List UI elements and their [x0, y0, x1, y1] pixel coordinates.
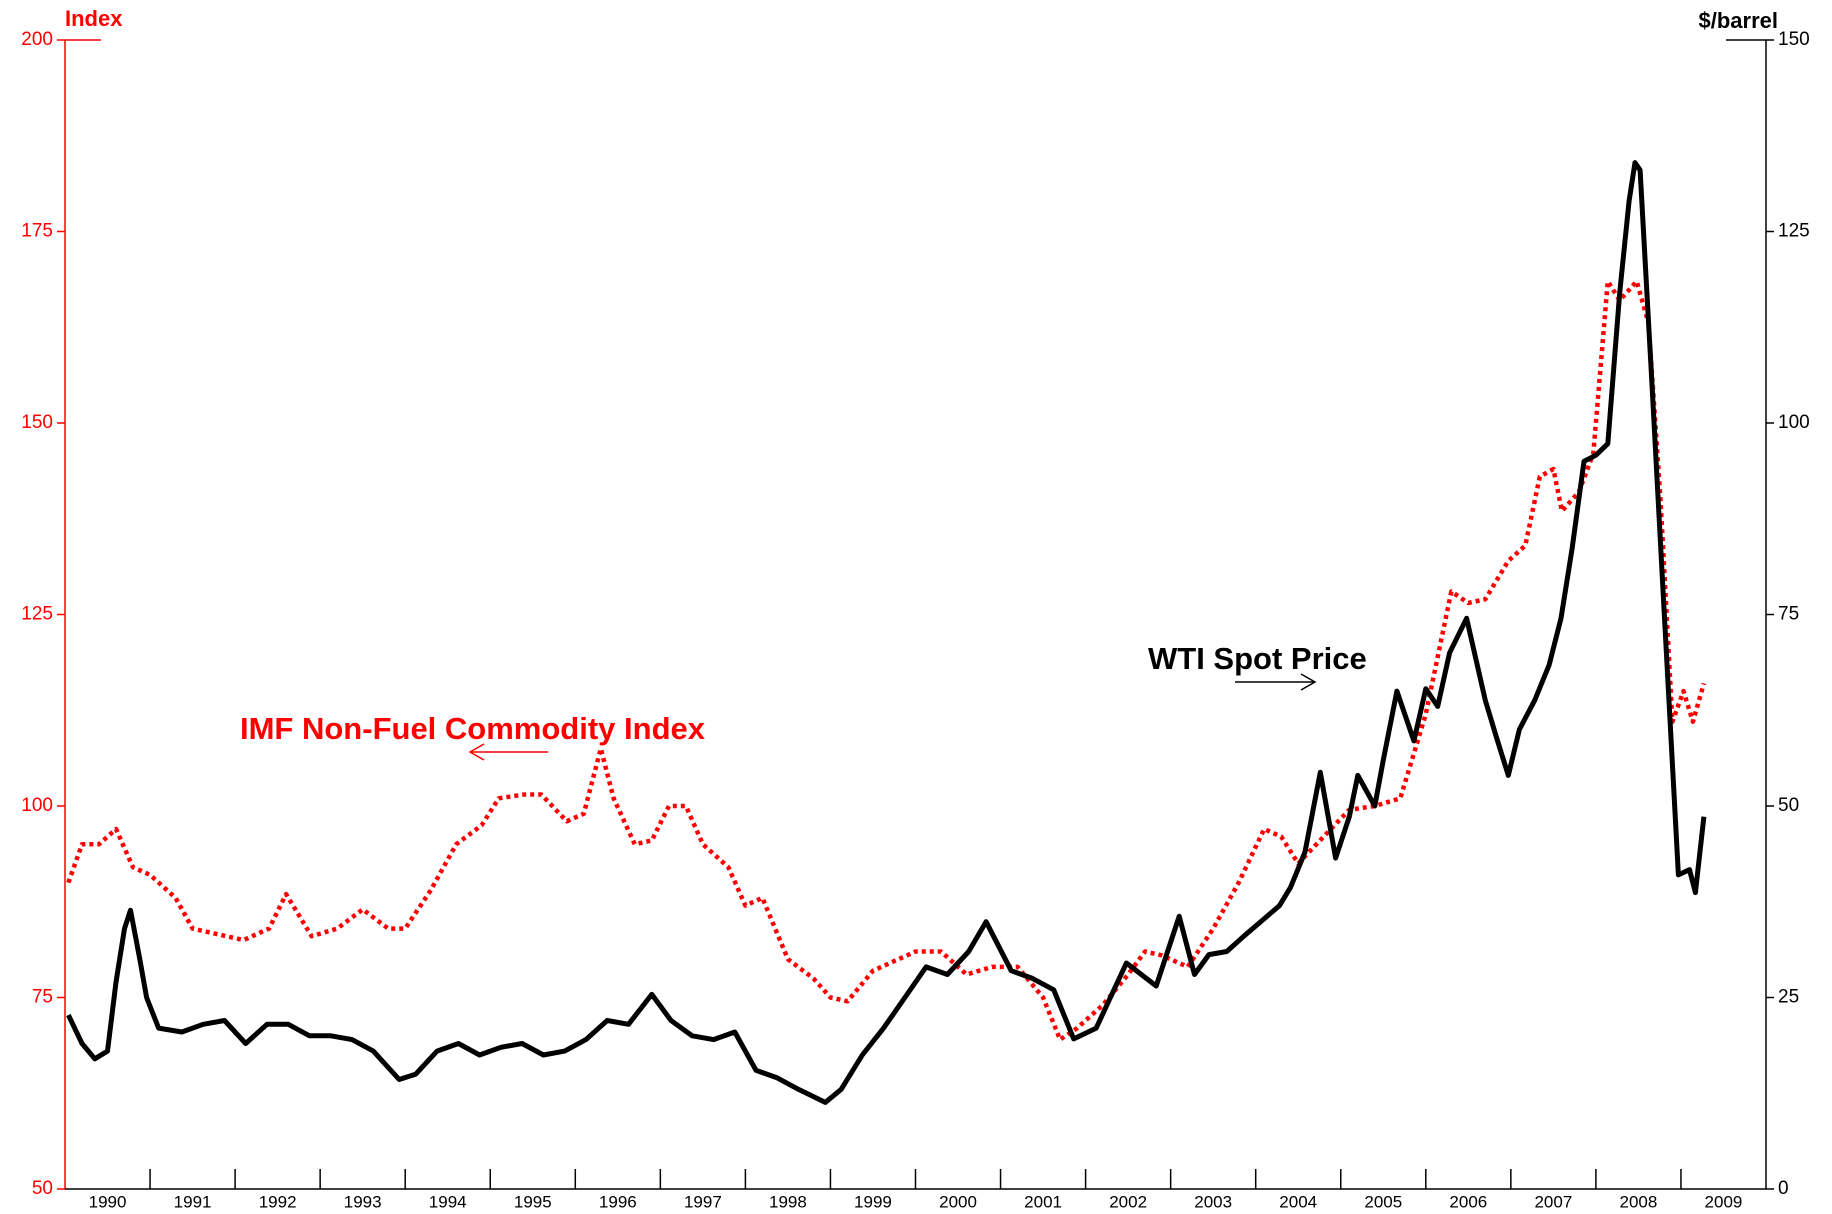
x-tick-label: 2005	[1364, 1192, 1402, 1211]
x-tick-label: 1993	[344, 1192, 382, 1211]
y2-tick-label: 50	[1778, 795, 1799, 816]
y2-tick-label: 150	[1778, 29, 1810, 50]
x-tick-label: 1995	[514, 1192, 552, 1211]
y-axis-title: Index	[65, 6, 123, 31]
x-tick-label: 1996	[599, 1192, 637, 1211]
y-tick-label: 75	[32, 987, 53, 1008]
series-line	[66, 279, 1707, 1042]
x-tick-label: 2002	[1109, 1192, 1147, 1211]
x-tick-label: 2009	[1705, 1192, 1743, 1211]
y2-tick-label: 100	[1778, 412, 1810, 433]
arrow	[468, 743, 548, 761]
arrow	[1235, 673, 1317, 691]
y-tick-label: 100	[21, 795, 53, 816]
x-tick-label: 2004	[1279, 1192, 1317, 1211]
series-annotation: WTI Spot Price	[1148, 641, 1367, 676]
y2-tick-label: 75	[1778, 604, 1799, 625]
y-tick-label: 150	[21, 412, 53, 433]
x-tick-label: 1994	[429, 1192, 467, 1211]
series-annotation: IMF Non-Fuel Commodity Index	[240, 711, 706, 746]
x-tick-label: 1991	[174, 1192, 212, 1211]
x-tick-label: 2000	[939, 1192, 977, 1211]
y2-tick-label: 125	[1778, 221, 1810, 242]
x-tick-label: 2007	[1534, 1192, 1572, 1211]
x-tick-label: 1992	[259, 1192, 297, 1211]
x-tick-label: 2003	[1194, 1192, 1232, 1211]
x-tick-label: 1999	[854, 1192, 892, 1211]
x-tick-label: 2001	[1024, 1192, 1062, 1211]
x-tick-label: 1997	[684, 1192, 722, 1211]
y2-axis-title: $/barrel	[1699, 8, 1779, 33]
y-tick-label: 175	[21, 221, 53, 242]
x-tick-label: 1998	[769, 1192, 807, 1211]
y2-tick-label: 25	[1778, 987, 1799, 1008]
y-tick-label: 50	[32, 1178, 53, 1199]
y-tick-label: 200	[21, 29, 53, 50]
y-tick-label: 125	[21, 604, 53, 625]
x-tick-label: 2006	[1449, 1192, 1487, 1211]
y2-tick-label: 0	[1778, 1178, 1789, 1199]
series-line	[66, 160, 1707, 1105]
annotation-arrows	[468, 673, 1317, 761]
x-tick-label: 2008	[1620, 1192, 1658, 1211]
x-tick-label: 1990	[89, 1192, 127, 1211]
